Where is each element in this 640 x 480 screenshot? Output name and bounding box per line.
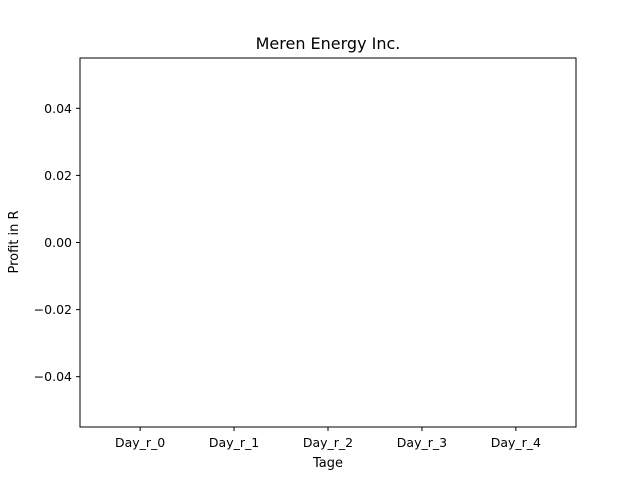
y-tick-label-2: 0.00 — [44, 235, 72, 250]
x-tick-label-3: Day_r_3 — [397, 435, 447, 450]
y-tick-label-1: 0.02 — [44, 168, 72, 183]
y-tick-label-4: −0.04 — [34, 369, 72, 384]
x-axis-label: Tage — [312, 456, 343, 471]
chart-title: Meren Energy Inc. — [256, 34, 401, 53]
y-axis-label: Profit in R — [7, 210, 22, 273]
y-tick-label-3: −0.02 — [34, 302, 72, 317]
x-tick-label-2: Day_r_2 — [303, 435, 353, 450]
x-tick-label-4: Day_r_4 — [491, 435, 541, 450]
x-tick-label-0: Day_r_0 — [115, 435, 165, 450]
plot-area-frame — [79, 57, 577, 428]
y-tick-label-0: 0.04 — [44, 101, 72, 116]
y-axis: 0.04 0.02 0.00 −0.02 −0.04 — [34, 101, 80, 384]
x-tick-label-1: Day_r_1 — [209, 435, 259, 450]
x-axis: Day_r_0 Day_r_1 Day_r_2 Day_r_3 Day_r_4 — [115, 427, 541, 450]
